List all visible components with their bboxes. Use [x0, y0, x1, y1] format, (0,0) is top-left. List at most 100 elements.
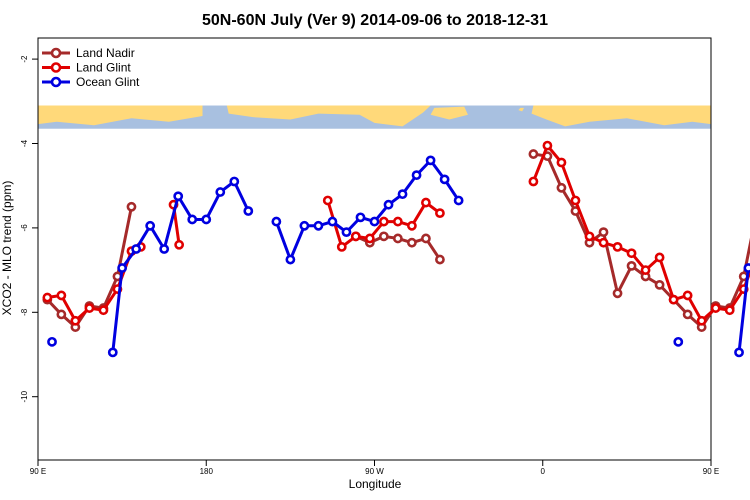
data-point-0-2-7: [626, 260, 637, 271]
y-axis-label: XCO2 - MLO trend (ppm): [0, 181, 14, 316]
data-point-1-0-2: [70, 315, 81, 326]
data-point-2-0-0: [47, 336, 57, 347]
data-point-1-2-4: [378, 216, 389, 227]
data-point-2-1-9: [229, 176, 240, 187]
legend-label-2: Ocean Glint: [76, 75, 140, 89]
map-land-1: [226, 105, 431, 127]
data-point-1-3-1: [542, 140, 553, 151]
data-point-2-2-0: [271, 216, 282, 227]
data-point-1-0-0: [42, 292, 53, 303]
x-tick-label-0: 90 E: [30, 467, 46, 476]
data-point-2-2-13: [453, 195, 464, 206]
data-point-2-2-9: [397, 189, 408, 200]
data-point-0-2-0: [528, 149, 539, 159]
series-layer: [42, 140, 750, 358]
data-point-2-4-1: [743, 263, 750, 273]
data-point-0-2-9: [654, 279, 665, 290]
map-land-0: [38, 105, 203, 126]
data-point-2-2-11: [425, 155, 436, 166]
legend-marker-2: [50, 76, 62, 88]
data-point-2-1-5: [173, 191, 184, 202]
data-point-2-2-4: [327, 216, 338, 227]
y-tick-label-3: -8: [20, 308, 29, 316]
data-point-0-0-6: [126, 201, 137, 212]
series-2: [47, 155, 750, 358]
data-point-2-1-6: [187, 214, 198, 225]
data-point-1-0-1: [56, 290, 67, 301]
data-point-2-1-2: [131, 244, 142, 254]
legend-marker-1: [50, 62, 62, 73]
series-1: [42, 140, 750, 326]
x-axis-label: Longitude: [349, 477, 402, 491]
data-point-1-2-1: [336, 241, 347, 252]
data-point-0-2-5: [598, 227, 609, 238]
data-point-2-2-10: [411, 170, 422, 181]
data-point-2-2-7: [369, 216, 380, 227]
x-tick-label-4: 90 E: [703, 467, 719, 476]
data-point-1-3-8: [640, 265, 651, 275]
data-point-0-1-3: [392, 233, 403, 244]
data-point-2-1-7: [201, 214, 212, 225]
data-point-0-1-5: [421, 233, 431, 244]
data-point-0-1-4: [406, 237, 417, 248]
data-point-1-2-6: [406, 220, 417, 231]
data-point-0-2-6: [612, 288, 623, 299]
data-point-1-2-2: [350, 231, 361, 242]
data-point-0-2-11: [682, 309, 693, 320]
data-point-2-4-0: [734, 347, 744, 358]
series-0: [42, 149, 750, 332]
y-tick-label-2: -6: [20, 224, 29, 232]
data-point-2-2-2: [299, 220, 310, 231]
data-point-1-3-13: [710, 303, 721, 313]
data-point-2-2-8: [383, 199, 394, 210]
data-point-1-3-5: [598, 237, 609, 248]
data-point-1-3-11: [682, 290, 693, 301]
data-point-1-3-3: [570, 195, 581, 206]
y-tick-label-4: -10: [20, 390, 29, 402]
data-point-1-2-0: [322, 195, 333, 206]
data-point-0-1-2: [378, 231, 389, 242]
data-point-2-3-0: [673, 336, 684, 347]
data-point-1-3-10: [668, 294, 679, 305]
data-point-2-1-3: [145, 220, 156, 231]
y-tick-label-1: -4: [20, 139, 29, 147]
series-line-1-3: [532, 144, 750, 323]
data-point-1-3-12: [696, 315, 707, 326]
data-point-0-0-1: [56, 309, 67, 320]
y-axis: -2 -4 -6 -8 -10: [20, 55, 38, 402]
data-point-1-3-9: [654, 252, 665, 263]
map-land-4: [531, 105, 711, 127]
data-point-2-1-0: [107, 347, 118, 358]
x-tick-label-2: 90 W: [365, 467, 384, 476]
data-point-1-3-2: [556, 157, 567, 168]
data-point-2-1-1: [117, 263, 128, 273]
series-line-0-2: [533, 152, 750, 329]
map-land-2: [430, 106, 468, 120]
data-point-2-2-1: [285, 254, 296, 265]
x-tick-label-1: 180: [200, 467, 214, 476]
data-point-2-2-12: [439, 174, 450, 185]
data-point-1-1-1: [174, 239, 185, 250]
x-tick-label-3: 0: [541, 467, 546, 476]
chart-title: 50N-60N July (Ver 9) 2014-09-06 to 2018-…: [202, 12, 548, 29]
data-point-2-2-6: [355, 212, 366, 223]
data-point-1-2-7: [421, 197, 431, 208]
data-point-1-2-8: [435, 208, 445, 219]
legend-label-1: Land Glint: [76, 61, 131, 75]
legend-label-0: Land Nadir: [76, 46, 135, 60]
data-point-0-2-2: [556, 182, 567, 193]
series-line-2-4: [737, 263, 750, 353]
data-point-1-3-7: [626, 248, 637, 259]
data-point-1-0-3: [84, 303, 95, 313]
y-tick-label-0: -2: [20, 55, 29, 63]
data-point-2-2-3: [313, 220, 324, 231]
world-map-strip: [38, 105, 711, 129]
legend-marker-0: [50, 47, 62, 59]
data-point-1-3-14: [724, 305, 735, 316]
data-point-1-2-3: [364, 233, 375, 244]
data-point-1-3-6: [612, 241, 623, 252]
data-point-2-2-5: [341, 227, 352, 238]
